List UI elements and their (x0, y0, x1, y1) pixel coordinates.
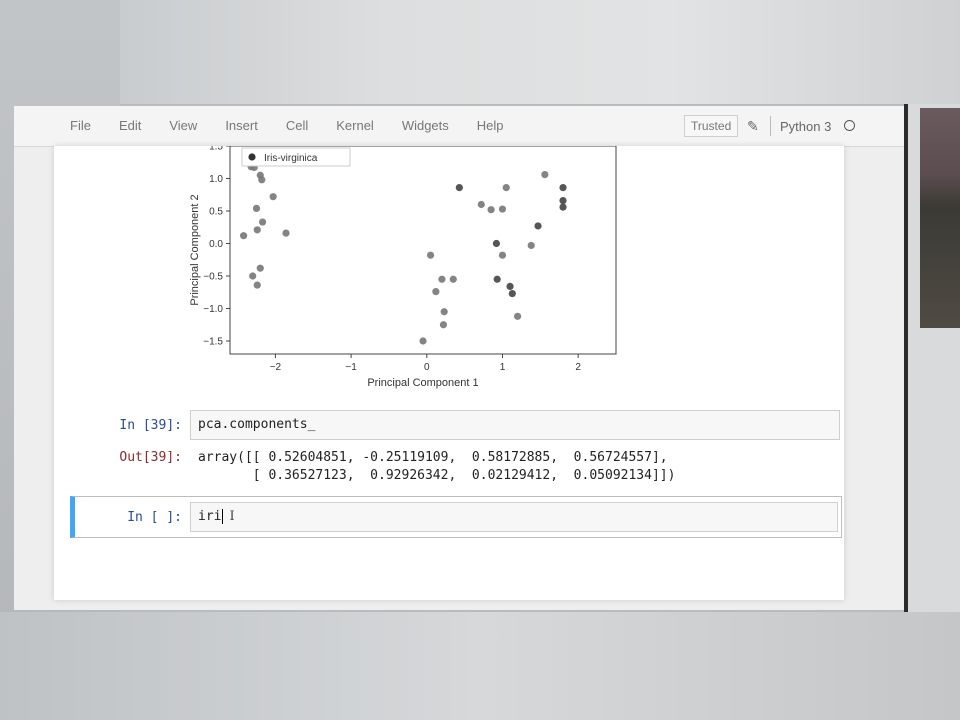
pca-scatter-plot: −2 −1 0 1 2 1.5 1.0 0.5 0.0 −0.5 −1.0 −1.5 Iris-virg… (189, 146, 617, 389)
pencil-icon[interactable]: ✎ (747, 118, 759, 134)
menu-edit[interactable]: Edit (118, 118, 142, 133)
menu-help[interactable]: Help (476, 118, 504, 133)
kernel-name: Python 3 (780, 119, 832, 134)
divider (770, 116, 771, 136)
data-point (269, 193, 277, 201)
y-tick-label: −1.5 (203, 337, 223, 348)
x-axis-label: Principal Component 1 (367, 377, 478, 389)
data-point (258, 176, 266, 184)
text-cursor (222, 509, 224, 524)
data-point (249, 272, 257, 280)
y-tick-label: 0.5 (209, 207, 223, 218)
y-tick-label: −0.5 (203, 272, 223, 283)
data-point (487, 206, 495, 214)
data-point (527, 241, 535, 250)
menu-insert[interactable]: Insert (225, 118, 258, 133)
data-point (449, 275, 457, 283)
output-line-2: [ 0.36527123, 0.92926342, 0.02129412, 0.… (198, 468, 676, 483)
data-point (534, 222, 542, 230)
data-point (506, 282, 514, 290)
cell-39-output: array([[ 0.52604851, -0.25119109, 0.5817… (198, 449, 675, 485)
active-cell-prompt: In [ ]: (127, 510, 182, 525)
data-point (282, 229, 290, 237)
data-point (559, 203, 567, 211)
data-point (438, 275, 446, 283)
data-point (432, 288, 440, 296)
active-cell-code: iri (198, 509, 222, 524)
data-point (559, 184, 567, 192)
menubar: File Edit View Insert Cell Kernel Widget… (14, 106, 904, 147)
active-cell-input[interactable]: iri I (190, 502, 838, 532)
x-tick-label: −1 (345, 362, 357, 373)
data-point (493, 275, 501, 283)
cell-39-code: pca.components_ (198, 417, 316, 432)
data-point (508, 289, 516, 298)
data-point (256, 264, 264, 272)
kernel-status-icon (844, 120, 855, 131)
y-tick-label: 1.5 (209, 146, 223, 153)
data-point (240, 232, 248, 240)
data-point (419, 337, 427, 345)
menu-kernel[interactable]: Kernel (336, 118, 374, 133)
data-point (514, 312, 522, 320)
x-tick-label: −2 (270, 362, 282, 373)
data-point (439, 321, 448, 329)
x-tick-label: 0 (424, 362, 430, 373)
data-point (477, 200, 485, 209)
y-tick-label: 1.0 (209, 174, 223, 185)
legend-marker (248, 153, 256, 161)
data-point (498, 205, 507, 213)
data-point (455, 184, 463, 192)
y-tick-label: −1.0 (203, 304, 223, 315)
screen-edge (904, 104, 908, 612)
data-point (426, 251, 435, 259)
output-line-1: array([[ 0.52604851, -0.25119109, 0.5817… (198, 450, 668, 465)
trusted-badge[interactable]: Trusted (684, 115, 739, 137)
background-bottom (0, 612, 960, 720)
ibeam-cursor-icon: I (229, 509, 235, 524)
x-tick-label: 1 (500, 362, 506, 373)
menu-file[interactable]: File (70, 118, 91, 133)
legend-box (241, 147, 351, 167)
plot-frame (229, 146, 617, 355)
active-cell[interactable] (70, 496, 842, 538)
cell-39-input[interactable]: pca.components_ (190, 410, 840, 440)
data-point (498, 251, 507, 259)
data-point (502, 184, 510, 192)
data-point (253, 281, 261, 289)
data-point (253, 226, 261, 234)
y-axis-label: Principal Component 2 (189, 194, 201, 305)
data-point (541, 171, 549, 179)
menu-cell[interactable]: Cell (285, 118, 309, 133)
menu-view[interactable]: View (169, 118, 198, 133)
menu: File Edit View Insert Cell Kernel Widget… (70, 118, 532, 133)
menu-widgets[interactable]: Widgets (401, 118, 449, 133)
data-point (258, 218, 267, 226)
data-point (252, 204, 261, 212)
background-top (0, 0, 960, 104)
notebook-container: −2 −1 0 1 2 1.5 1.0 0.5 0.0 −0.5 −1.0 −1.5 Iris-virg… (54, 146, 844, 600)
data-point (440, 308, 448, 316)
x-tick-label: 2 (575, 362, 581, 373)
cell-39-out-prompt: Out[39]: (119, 450, 182, 465)
data-point (559, 197, 567, 205)
side-photo (920, 108, 960, 328)
y-tick-label: 0.0 (209, 239, 223, 250)
notebook-window: File Edit View Insert Cell Kernel Widget… (14, 106, 904, 610)
legend-label: Iris-virginica (264, 153, 318, 164)
cell-39-in-prompt: In [39]: (119, 418, 182, 433)
data-point (492, 239, 501, 248)
